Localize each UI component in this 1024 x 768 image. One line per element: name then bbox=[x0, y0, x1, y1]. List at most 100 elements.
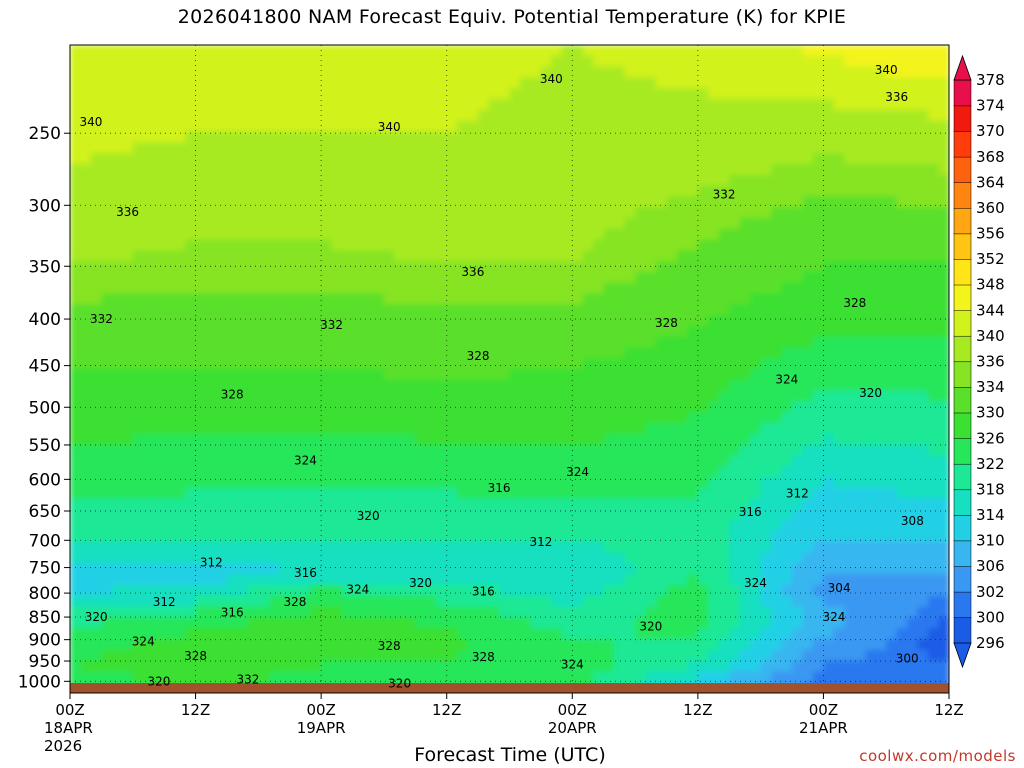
field-cell bbox=[237, 336, 249, 349]
field-cell bbox=[666, 325, 678, 338]
field-cell bbox=[227, 77, 239, 89]
field-cell bbox=[823, 142, 835, 154]
field-cell bbox=[572, 433, 584, 446]
field-cell bbox=[70, 379, 82, 392]
field-cell bbox=[268, 185, 281, 197]
field-cell bbox=[802, 412, 814, 424]
field-cell bbox=[875, 444, 888, 457]
field-cell bbox=[446, 282, 458, 295]
field-cell bbox=[603, 358, 615, 370]
field-cell bbox=[80, 325, 92, 338]
field-cell bbox=[593, 207, 605, 219]
field-cell bbox=[718, 315, 731, 327]
field-cell bbox=[132, 174, 145, 187]
field-cell bbox=[101, 239, 113, 251]
field-cell bbox=[907, 77, 919, 89]
field-cell bbox=[373, 520, 385, 532]
field-cell bbox=[917, 390, 929, 403]
field-cell bbox=[132, 325, 145, 338]
field-cell bbox=[813, 304, 825, 316]
field-cell bbox=[279, 228, 291, 241]
field-cell bbox=[342, 315, 354, 327]
field-cell bbox=[206, 390, 218, 403]
field-cell bbox=[635, 109, 647, 122]
field-cell bbox=[802, 574, 814, 586]
field-cell bbox=[823, 498, 835, 511]
field-cell bbox=[561, 304, 574, 316]
field-cell bbox=[111, 433, 124, 446]
field-cell bbox=[237, 293, 249, 305]
field-cell bbox=[603, 315, 615, 327]
field-cell bbox=[875, 66, 888, 79]
field-cell bbox=[865, 77, 877, 89]
field-cell bbox=[572, 250, 584, 262]
field-cell bbox=[164, 455, 176, 467]
field-cell bbox=[645, 358, 657, 370]
field-cell bbox=[289, 423, 302, 435]
field-cell bbox=[520, 142, 532, 154]
field-cell bbox=[614, 639, 626, 651]
field-cell bbox=[237, 606, 249, 619]
field-cell bbox=[300, 196, 312, 208]
field-cell bbox=[603, 77, 615, 89]
field-cell bbox=[781, 142, 793, 154]
field-cell bbox=[185, 185, 197, 197]
field-cell bbox=[383, 509, 396, 521]
field-cell bbox=[488, 487, 500, 500]
field-cell bbox=[467, 304, 479, 316]
field-cell bbox=[907, 477, 919, 489]
field-cell bbox=[70, 336, 82, 349]
field-cell bbox=[718, 358, 731, 370]
field-cell bbox=[865, 498, 877, 511]
field-cell bbox=[520, 304, 532, 316]
field-cell bbox=[279, 412, 291, 424]
field-cell bbox=[509, 282, 521, 295]
field-cell bbox=[206, 628, 218, 640]
field-cell bbox=[383, 585, 396, 597]
field-cell bbox=[227, 671, 239, 683]
field-cell bbox=[289, 55, 302, 68]
field-cell bbox=[509, 88, 521, 100]
field-cell bbox=[666, 649, 678, 662]
field-cell bbox=[80, 574, 92, 586]
field-cell bbox=[907, 671, 919, 683]
field-cell bbox=[865, 207, 877, 219]
field-cell bbox=[185, 153, 197, 165]
field-cell bbox=[247, 595, 260, 608]
field-cell bbox=[373, 347, 385, 359]
field-cell bbox=[593, 163, 605, 176]
field-cell bbox=[624, 358, 636, 370]
field-cell bbox=[143, 217, 155, 230]
field-cell bbox=[896, 66, 908, 79]
field-cell bbox=[676, 282, 689, 295]
field-cell bbox=[582, 153, 595, 165]
field-cell bbox=[875, 304, 888, 316]
field-cell bbox=[300, 585, 312, 597]
field-cell bbox=[530, 325, 542, 338]
field-cell bbox=[436, 228, 448, 241]
field-cell bbox=[457, 282, 469, 295]
field-cell bbox=[540, 520, 553, 532]
field-cell bbox=[802, 401, 814, 413]
field-cell bbox=[279, 487, 291, 500]
field-cell bbox=[352, 671, 364, 683]
field-cell bbox=[697, 574, 710, 586]
field-cell bbox=[886, 66, 898, 79]
field-cell bbox=[425, 498, 438, 511]
field-cell bbox=[907, 444, 919, 457]
field-cell bbox=[530, 423, 542, 435]
field-cell bbox=[227, 639, 239, 651]
field-cell bbox=[185, 325, 197, 338]
field-cell bbox=[164, 595, 176, 608]
field-cell bbox=[572, 574, 584, 586]
field-cell bbox=[363, 412, 375, 424]
field-cell bbox=[739, 109, 751, 122]
field-cell bbox=[363, 185, 375, 197]
field-cell bbox=[300, 574, 312, 586]
field-cell bbox=[917, 628, 929, 640]
field-cell bbox=[383, 336, 396, 349]
field-cell bbox=[750, 595, 762, 608]
field-cell bbox=[363, 239, 375, 251]
field-cell bbox=[572, 66, 584, 79]
field-cell bbox=[697, 185, 710, 197]
